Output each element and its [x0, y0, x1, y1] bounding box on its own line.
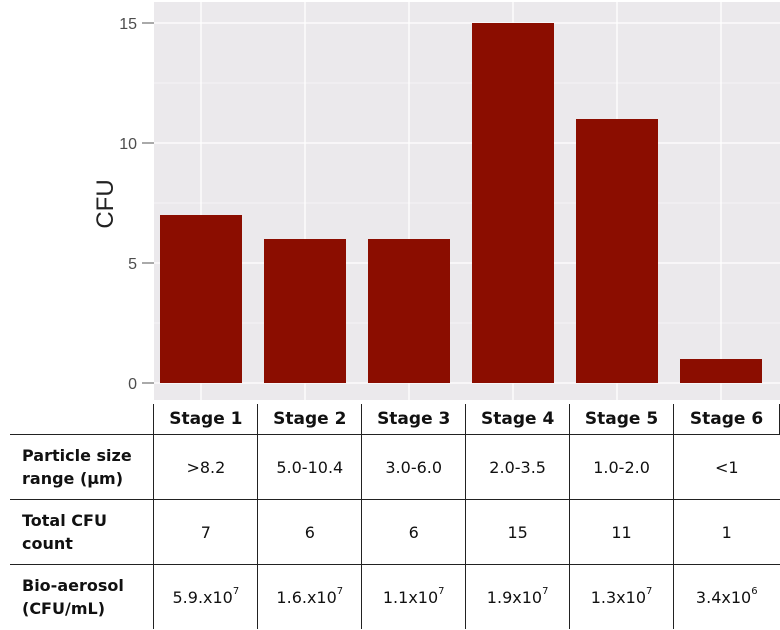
row-label-line-1: Particle size: [22, 446, 132, 465]
table-corner-cell: [10, 404, 154, 435]
row-label-line-2: count: [22, 534, 73, 553]
bar-chart: 0 5 10 15 CFU: [92, 2, 780, 400]
cell-exponent: 7: [336, 586, 344, 598]
table-header-cell: Stage 2: [257, 404, 363, 435]
table-cell: 1: [673, 499, 780, 565]
table-cell: 1.0-2.0: [569, 434, 675, 500]
minor-gridlines: [154, 82, 780, 324]
y-axis-label: CFU: [92, 179, 119, 228]
cell-value: 3.0-6.0: [385, 457, 443, 477]
cell-value: 3.4x10: [695, 587, 752, 607]
cell-value: >8.2: [186, 457, 226, 477]
row-label-line-1: Total CFU: [22, 511, 107, 530]
cell-value: 5.0-10.4: [276, 457, 344, 477]
cell-value: 1.1x10: [382, 587, 439, 607]
table-cell: 2.0-3.5: [465, 434, 571, 500]
table-row-label: Bio-aerosol (CFU/mL): [10, 564, 155, 629]
plot-panel: [154, 2, 780, 400]
table-header-cell: Stage 1: [153, 404, 259, 435]
cell-value: 15: [507, 522, 528, 542]
bar: [680, 359, 762, 383]
y-tick-label: 5: [128, 256, 137, 273]
bar: [576, 119, 658, 383]
table-cell: <1: [673, 434, 780, 500]
cell-value: 6: [304, 522, 315, 542]
cell-value: 11: [611, 522, 632, 542]
table-cell: 15: [465, 499, 571, 565]
bars: [160, 23, 762, 383]
table-cell: >8.2: [153, 434, 259, 500]
table-header-cell: Stage 6: [673, 404, 780, 435]
cell-exponent: 7: [232, 586, 240, 598]
table-header-cell: Stage 5: [569, 404, 675, 435]
cell-value: 1.3x10: [590, 587, 646, 607]
table-cell: 11: [569, 499, 675, 565]
table-cell: 1.6.x107: [257, 564, 363, 629]
cell-value: 2.0-3.5: [489, 457, 546, 477]
table-cell: 3.4x106: [673, 564, 780, 629]
table-row: Total CFU count 7 6 6 15 11 1: [10, 499, 780, 565]
stage-data-table: Stage 1 Stage 2 Stage 3 Stage 4 Stage 5 …: [10, 404, 780, 629]
bar: [264, 239, 346, 383]
bar: [472, 23, 554, 383]
y-tick-label: 0: [128, 376, 137, 393]
cell-value: 5.9.x10: [172, 587, 233, 607]
table-header-cell: Stage 3: [361, 404, 467, 435]
bar: [368, 239, 450, 383]
cell-value: 1.0-2.0: [593, 457, 650, 477]
table-cell: 3.0-6.0: [361, 434, 467, 500]
table-cell: 1.1x107: [361, 564, 467, 629]
table-cell: 5.9.x107: [153, 564, 259, 629]
row-label-line-1: Bio-aerosol: [22, 576, 124, 595]
y-tick-label: 10: [119, 136, 137, 153]
table-row: Bio-aerosol (CFU/mL) 5.9.x107 1.6.x107 1.1x1…: [10, 564, 780, 629]
cell-value: 1: [721, 522, 732, 542]
cell-value: 7: [200, 522, 211, 542]
cell-value: <1: [714, 457, 739, 477]
table-cell: 6: [257, 499, 363, 565]
table-header-cell: Stage 4: [465, 404, 571, 435]
cell-value: 1.9x10: [486, 587, 543, 607]
table-row-label: Particle size range (µm): [10, 434, 155, 500]
table-cell: 6: [361, 499, 467, 565]
row-label-line-2: (CFU/mL): [22, 599, 105, 618]
y-tick-label: 15: [119, 16, 137, 33]
cell-value: 6: [408, 522, 419, 542]
row-label-line-2: range (µm): [22, 469, 124, 488]
table-row: Particle size range (µm) >8.2 5.0-10.4 3.0-6…: [10, 434, 780, 500]
table-cell: 5.0-10.4: [257, 434, 363, 500]
cell-exponent: 7: [646, 586, 653, 598]
cell-exponent: 6: [751, 586, 758, 598]
cell-exponent: 7: [438, 586, 445, 598]
table-row-label: Total CFU count: [10, 499, 155, 565]
bar: [160, 215, 242, 383]
table-cell: 1.9x107: [465, 564, 571, 629]
cell-exponent: 7: [542, 586, 549, 598]
table-cell: 1.3x107: [569, 564, 675, 629]
table-header-row: Stage 1 Stage 2 Stage 3 Stage 4 Stage 5 …: [10, 404, 780, 435]
y-axis-ticks: 0 5 10 15: [119, 16, 154, 393]
cell-value: 1.6.x10: [276, 587, 337, 607]
table-cell: 7: [153, 499, 259, 565]
